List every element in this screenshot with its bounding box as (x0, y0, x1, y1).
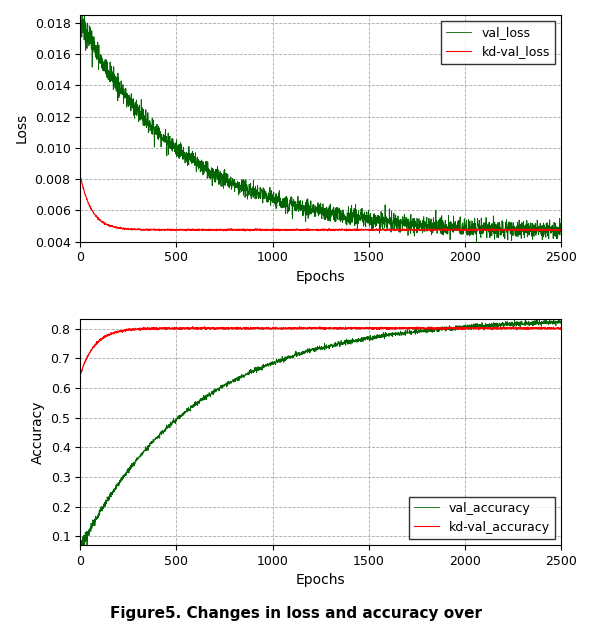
Line: val_loss: val_loss (81, 13, 561, 242)
Y-axis label: Loss: Loss (15, 113, 29, 143)
val_loss (345, 210, 352, 217)
val_loss (263, 195, 271, 202)
val_loss (87, 30, 94, 38)
val_accuracy (533, 316, 540, 323)
X-axis label: Epochs: Epochs (296, 270, 346, 284)
val_accuracy (77, 545, 84, 553)
kd-val_loss (345, 226, 352, 233)
val_loss (506, 218, 513, 226)
val_accuracy (345, 338, 352, 346)
kd-val_loss (558, 226, 565, 234)
val_accuracy (468, 323, 475, 330)
kd-val_accuracy (468, 325, 475, 332)
kd-val_loss (506, 226, 513, 233)
val_loss (473, 238, 480, 245)
Line: kd-val_accuracy: kd-val_accuracy (81, 327, 561, 375)
val_loss (77, 14, 84, 22)
kd-val_loss (263, 226, 271, 233)
kd-val_loss (468, 226, 475, 234)
val_loss (468, 217, 475, 224)
val_loss (81, 10, 88, 17)
kd-val_loss (549, 227, 556, 235)
kd-val_loss (488, 226, 495, 233)
val_accuracy (488, 320, 495, 327)
Line: kd-val_loss: kd-val_loss (81, 177, 561, 231)
kd-val_loss (86, 204, 94, 211)
kd-val_accuracy (558, 325, 565, 332)
Legend: val_loss, kd-val_loss: val_loss, kd-val_loss (442, 22, 555, 63)
kd-val_accuracy (189, 323, 196, 330)
Line: val_accuracy: val_accuracy (81, 320, 561, 549)
val_loss (558, 223, 565, 231)
kd-val_accuracy (263, 324, 271, 332)
Legend: val_accuracy, kd-val_accuracy: val_accuracy, kd-val_accuracy (408, 496, 555, 539)
val_accuracy (86, 524, 94, 532)
Text: Figure5. Changes in loss and accuracy over: Figure5. Changes in loss and accuracy ov… (110, 606, 482, 621)
kd-val_accuracy (86, 347, 94, 355)
val_accuracy (263, 361, 271, 368)
kd-val_accuracy (345, 324, 352, 332)
val_accuracy (558, 320, 565, 327)
kd-val_loss (77, 173, 84, 181)
X-axis label: Epochs: Epochs (296, 573, 346, 587)
kd-val_accuracy (506, 324, 513, 332)
val_loss (488, 232, 496, 240)
Y-axis label: Accuracy: Accuracy (31, 400, 45, 463)
kd-val_accuracy (77, 371, 84, 378)
val_accuracy (506, 319, 513, 327)
kd-val_accuracy (488, 324, 495, 332)
